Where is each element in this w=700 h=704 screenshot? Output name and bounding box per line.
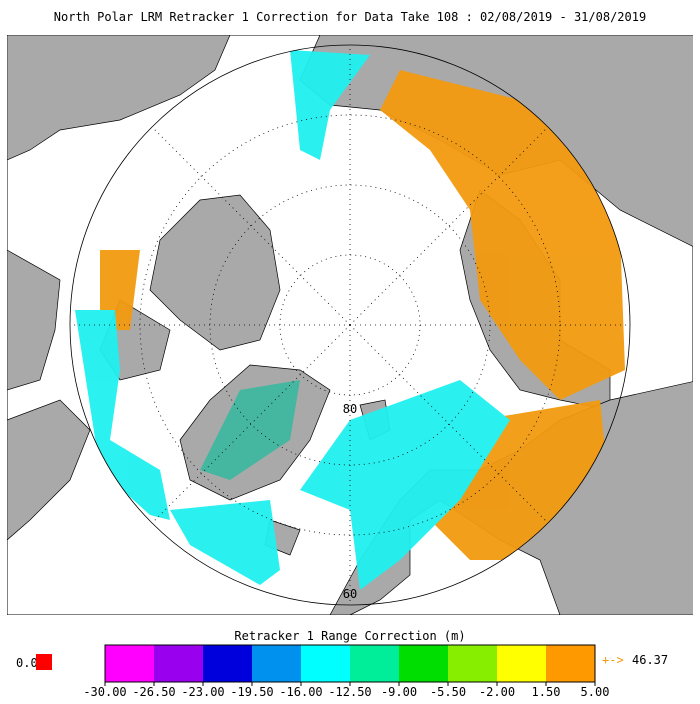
- colorbar-swatch: [399, 645, 448, 682]
- colorbar-tick-label: -26.50: [132, 685, 175, 699]
- colorbar-swatch: [252, 645, 301, 682]
- lat-label: 80: [343, 402, 357, 416]
- colorbar-swatch: [301, 645, 350, 682]
- colorbar-label: Retracker 1 Range Correction (m): [234, 629, 465, 643]
- map: 80 60: [7, 35, 693, 615]
- colorbar-tick-label: -12.50: [328, 685, 371, 699]
- colorbar-tick-label: -30.00: [83, 685, 126, 699]
- colorbar-swatch: [350, 645, 399, 682]
- colorbar-tick-label: -16.00: [279, 685, 322, 699]
- colorbar-swatch: [154, 645, 203, 682]
- colorbar-swatch: [203, 645, 252, 682]
- colorbar-swatch: [546, 645, 595, 682]
- colorbar-tick-label: -9.00: [381, 685, 417, 699]
- title: North Polar LRM Retracker 1 Correction f…: [54, 10, 646, 24]
- min-label: 0.0: [16, 656, 38, 670]
- colorbar-swatch: [105, 645, 154, 682]
- colorbar-tick-label: -2.00: [479, 685, 515, 699]
- colorbar-swatch: [497, 645, 546, 682]
- arrow: +->: [602, 653, 624, 667]
- colorbar-tick-label: 5.00: [581, 685, 610, 699]
- min-swatch: [36, 654, 52, 670]
- lat-label: 60: [343, 587, 357, 601]
- colorbar-tick-label: -19.50: [230, 685, 273, 699]
- colorbar-tick-label: -5.50: [430, 685, 466, 699]
- colorbar: -30.00 -26.50 -23.00 -19.50 -16.00 -12.50 -9.0…: [83, 644, 610, 699]
- colorbar-tick-label: -23.00: [181, 685, 224, 699]
- max-label: 46.37: [632, 653, 668, 667]
- colorbar-swatch: [448, 645, 497, 682]
- colorbar-tick-label: 1.50: [532, 685, 561, 699]
